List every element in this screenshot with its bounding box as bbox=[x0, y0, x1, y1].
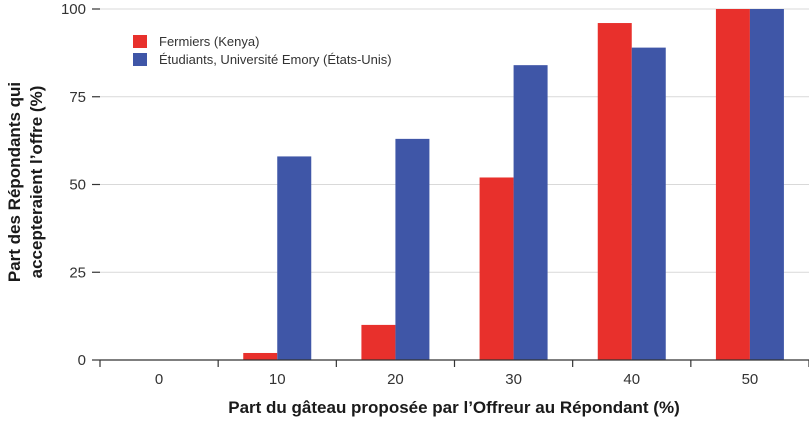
bars bbox=[243, 9, 784, 361]
x-axis-title: Part du gâteau proposée par l’Offreur au… bbox=[228, 398, 680, 417]
legend-label-farmers: Fermiers (Kenya) bbox=[159, 34, 259, 49]
bar-students-20 bbox=[395, 138, 430, 360]
bar-farmers-30 bbox=[479, 177, 514, 360]
y-tick-label-25: 25 bbox=[69, 264, 86, 281]
y-tick-label-75: 75 bbox=[69, 89, 86, 106]
y-tick-labels: 0 25 50 75 100 bbox=[61, 1, 100, 369]
bar-students-10 bbox=[277, 156, 312, 360]
gridlines bbox=[100, 8, 809, 273]
axes bbox=[99, 359, 809, 367]
y-tick-label-100: 100 bbox=[61, 1, 86, 18]
x-tick-label-50: 50 bbox=[742, 371, 759, 388]
x-tick-label-0: 0 bbox=[155, 371, 163, 388]
legend-label-students: Étudiants, Université Emory (États-Unis) bbox=[159, 52, 392, 67]
bar-farmers-40 bbox=[597, 23, 632, 360]
x-tick-labels: 0 10 20 30 40 50 bbox=[155, 371, 758, 388]
bar-farmers-50 bbox=[715, 9, 750, 360]
y-tick-label-50: 50 bbox=[69, 177, 86, 194]
bar-farmers-20 bbox=[361, 324, 396, 360]
x-tick-label-20: 20 bbox=[387, 371, 404, 388]
bar-students-30 bbox=[513, 65, 548, 360]
bar-students-50 bbox=[749, 9, 784, 360]
y-tick-label-0: 0 bbox=[78, 352, 86, 369]
y-axis-title-line-1: Part des Répondants qui bbox=[5, 82, 24, 282]
x-tick-label-40: 40 bbox=[623, 371, 640, 388]
y-axis-title-line-2: accepteraient l’offre (%) bbox=[27, 86, 46, 279]
bar-students-40 bbox=[631, 47, 666, 361]
legend-swatch-students bbox=[133, 53, 147, 66]
legend-swatch-farmers bbox=[133, 35, 147, 48]
bar-farmers-10 bbox=[243, 352, 278, 360]
legend: Fermiers (Kenya) Étudiants, Université E… bbox=[133, 34, 392, 67]
x-tick-label-30: 30 bbox=[505, 371, 522, 388]
x-tick-label-10: 10 bbox=[269, 371, 286, 388]
